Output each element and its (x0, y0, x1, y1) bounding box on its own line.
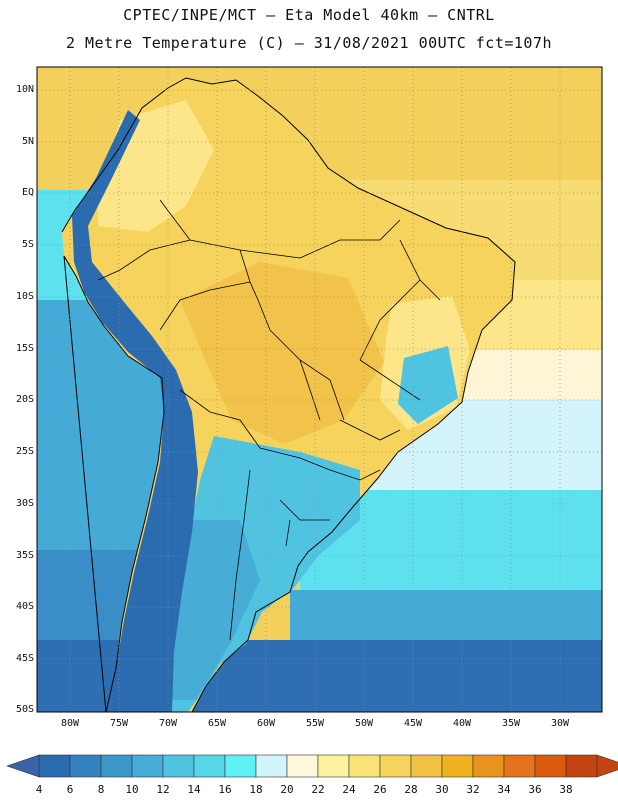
colorbar-swatch (224, 754, 257, 778)
map-title-line-2: 2 Metre Temperature (C) – 31/08/2021 00U… (65, 34, 553, 52)
andes-cold-band (72, 110, 198, 712)
lon-label: 45W (403, 718, 423, 729)
colorbar-swatch (379, 754, 412, 778)
colorbar-swatch (162, 754, 195, 778)
lon-label: 50W (354, 718, 374, 729)
lat-label: 25S (15, 446, 34, 457)
colorbar-label: 28 (404, 783, 418, 796)
colorbar-label: 30 (435, 783, 449, 796)
lon-label: 35W (501, 718, 521, 729)
colorbar-swatch (100, 754, 133, 778)
colorbar-swatch (38, 754, 71, 778)
lon-label: 60W (256, 718, 276, 729)
colorbar-label: 36 (528, 783, 542, 796)
map-frame (36, 66, 603, 713)
colorbar (6, 754, 618, 778)
lat-label: 5S (21, 239, 34, 250)
lat-label: 30S (15, 498, 34, 509)
colorbar-low-arrow (6, 754, 40, 778)
colorbar-label: 10 (125, 783, 139, 796)
colorbar-label: 8 (97, 783, 105, 796)
colorbar-swatch (69, 754, 102, 778)
colorbar-label: 18 (249, 783, 263, 796)
colorbar-label: 34 (497, 783, 511, 796)
colorbar-swatch (410, 754, 443, 778)
lat-label: 10S (15, 291, 34, 302)
colorbar-label: 24 (342, 783, 356, 796)
map-title-line-1: CPTEC/INPE/MCT – Eta Model 40km – CNTRL (123, 6, 495, 24)
map-panel (37, 67, 602, 712)
colorbar-swatch (255, 754, 288, 778)
colorbar-swatch (131, 754, 164, 778)
lat-label: 35S (15, 550, 34, 561)
lat-label: 5N (21, 136, 34, 147)
coastline (61, 77, 516, 712)
colorbar-label: 26 (373, 783, 387, 796)
lat-label: EQ (21, 187, 34, 198)
colorbar-swatch (472, 754, 505, 778)
lat-label: 50S (15, 704, 34, 715)
colorbar-swatch (193, 754, 226, 778)
colorbar-label: 14 (187, 783, 201, 796)
lat-label: 20S (15, 394, 34, 405)
colorbar-label: 38 (559, 783, 573, 796)
lon-label: 30W (550, 718, 570, 729)
country-borders (97, 199, 441, 641)
colorbar-swatch (348, 754, 381, 778)
colorbar-label: 12 (156, 783, 170, 796)
lon-label: 55W (305, 718, 325, 729)
lat-label: 40S (15, 601, 34, 612)
lon-label: 40W (452, 718, 472, 729)
colorbar-swatch (503, 754, 536, 778)
colorbar-label: 32 (466, 783, 480, 796)
lon-label: 70W (158, 718, 178, 729)
lat-label: 10N (15, 84, 34, 95)
colorbar-label: 20 (280, 783, 294, 796)
lat-label: 45S (15, 653, 34, 664)
colorbar-swatch (286, 754, 319, 778)
land-zone (180, 262, 384, 444)
colorbar-label: 16 (218, 783, 232, 796)
colorbar-swatch (565, 754, 598, 778)
colorbar-label: 4 (35, 783, 43, 796)
lat-label: 15S (15, 343, 34, 354)
land-zone (398, 346, 458, 424)
colorbar-swatch (441, 754, 474, 778)
colorbar-swatch (317, 754, 350, 778)
colorbar-label: 22 (311, 783, 325, 796)
colorbar-swatch (534, 754, 567, 778)
lon-label: 75W (109, 718, 129, 729)
colorbar-high-arrow (596, 754, 618, 778)
lon-label: 65W (207, 718, 227, 729)
colorbar-label: 6 (66, 783, 74, 796)
lon-label: 80W (60, 718, 80, 729)
